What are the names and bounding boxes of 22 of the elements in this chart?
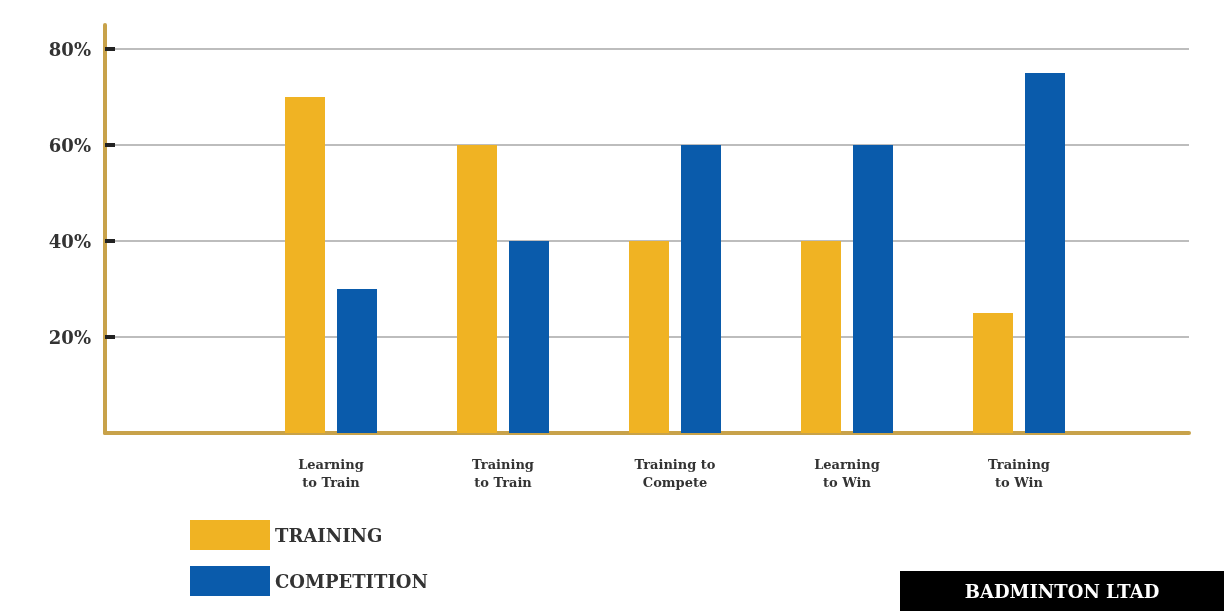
y-tick-label: 20% xyxy=(48,326,91,348)
legend-label: COMPETITION xyxy=(275,570,428,592)
x-tick-label: Training to Compete xyxy=(634,456,716,490)
x-tick-label: Learning to Train xyxy=(298,456,364,490)
x-tick-label: Training to Train xyxy=(472,456,534,490)
bar xyxy=(973,313,1013,433)
bar xyxy=(801,241,841,433)
bar xyxy=(457,145,497,433)
text: BADMINTON LTAD xyxy=(964,580,1160,602)
bar xyxy=(509,241,549,433)
bar xyxy=(337,289,377,433)
x-tick-label: Learning to Win xyxy=(814,456,880,490)
x-tick-label: Training to Win xyxy=(988,456,1050,490)
bar xyxy=(1025,73,1065,433)
y-tick-label: 40% xyxy=(48,230,91,252)
y-tick-label: 80% xyxy=(48,38,91,60)
bar xyxy=(681,145,721,433)
bar xyxy=(629,241,669,433)
bar xyxy=(853,145,893,433)
y-tick-label: 60% xyxy=(48,134,91,156)
bar xyxy=(285,97,325,433)
legend-label: TRAINING xyxy=(275,524,383,546)
